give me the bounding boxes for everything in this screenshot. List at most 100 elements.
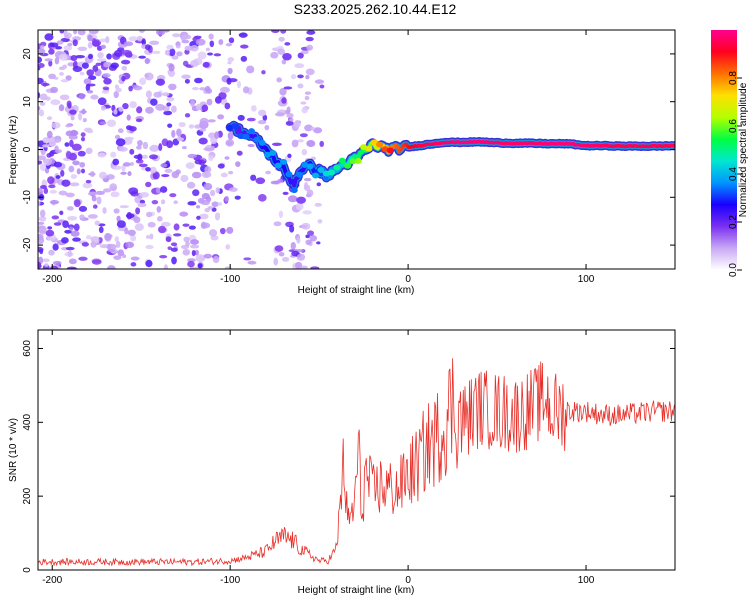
colorbar-ticks: 0.0 0.2 0.4 0.6 0.8 (728, 71, 742, 277)
noise-blob (250, 174, 257, 181)
noise-blob (276, 77, 282, 83)
noise-blob (209, 189, 216, 197)
noise-blob (262, 114, 268, 121)
noise-blob (199, 87, 207, 91)
noise-blob (205, 47, 210, 52)
noise-blob (261, 70, 266, 75)
noise-blob (300, 265, 308, 269)
noise-blob (87, 191, 98, 196)
noise-blob (271, 142, 282, 146)
noise-blob (100, 44, 106, 49)
noise-blob (195, 38, 206, 46)
noise-blob (235, 161, 241, 167)
noise-blob (96, 58, 107, 62)
noise-blob (78, 112, 83, 121)
noise-blob (48, 151, 55, 157)
noise-blob (42, 144, 50, 148)
noise-blob (305, 68, 315, 76)
noise-blob (59, 30, 65, 34)
noise-blob (38, 155, 47, 161)
noise-blob (122, 49, 132, 56)
noise-blob (82, 182, 93, 189)
noise-blob (316, 182, 322, 187)
colorbar-tick-label: 0.2 (728, 215, 739, 229)
noise-blob (130, 262, 137, 267)
noise-blob (287, 153, 292, 159)
noise-blob (118, 146, 128, 152)
noise-blob (76, 168, 81, 175)
noise-blob (86, 129, 94, 134)
noise-blob (122, 254, 127, 259)
noise-blob (281, 59, 287, 65)
noise-blob (208, 155, 214, 161)
noise-blob (73, 223, 80, 232)
noise-blob (237, 114, 245, 121)
noise-blob (62, 220, 70, 229)
noise-blob (56, 40, 64, 45)
noise-blob (190, 239, 200, 245)
noise-blob (139, 191, 150, 198)
noise-blob (246, 65, 255, 74)
noise-blob (280, 30, 287, 34)
noise-blob (128, 36, 138, 42)
noise-blob (314, 79, 325, 84)
noise-blob (136, 106, 143, 114)
ridge-blob (280, 158, 288, 165)
snr-x-label: Height of straight line (km) (298, 585, 415, 596)
noise-blob (38, 225, 46, 230)
noise-blob (225, 244, 231, 250)
noise-blob (181, 74, 191, 79)
noise-blob (136, 35, 144, 42)
noise-blob (304, 91, 312, 95)
noise-blob (67, 42, 73, 47)
noise-blob (127, 171, 132, 177)
noise-blob (107, 248, 116, 253)
ridge-blob (312, 172, 320, 179)
noise-blob (84, 57, 94, 64)
noise-blob (164, 49, 170, 56)
noise-blob (218, 39, 224, 46)
noise-blob (43, 162, 51, 166)
noise-blob (297, 74, 304, 79)
noise-blob (128, 85, 133, 92)
noise-blob (72, 160, 80, 166)
noise-blob (177, 135, 182, 142)
noise-blob (102, 207, 107, 214)
noise-blob (44, 33, 54, 41)
noise-blob (255, 177, 266, 185)
noise-blob (246, 117, 256, 122)
noise-blob (277, 178, 284, 183)
noise-blob (194, 77, 203, 84)
noise-blob (150, 98, 158, 106)
noise-blob (54, 149, 63, 154)
noise-blob (156, 205, 162, 213)
noise-blob (225, 43, 233, 47)
noise-blob (181, 39, 190, 44)
noise-blob (179, 211, 189, 217)
noise-blob (47, 226, 53, 230)
snr-y-tick-label: 200 (22, 487, 33, 504)
noise-blob (48, 184, 56, 189)
ridge-blob (296, 171, 304, 178)
noise-blob (145, 166, 151, 172)
noise-blob (128, 187, 139, 195)
noise-blob (149, 154, 159, 160)
snr-y-tick-label: 600 (22, 340, 33, 357)
noise-blob (184, 113, 191, 118)
noise-blob (316, 241, 321, 245)
noise-blob (101, 89, 110, 94)
noise-blob (58, 190, 68, 196)
spectrogram-x-tick-label: -200 (42, 274, 62, 285)
noise-blob (109, 183, 118, 191)
noise-blob (144, 57, 150, 65)
noise-blob (228, 37, 235, 44)
noise-blob (130, 234, 137, 242)
noise-blob (90, 94, 99, 100)
noise-blob (120, 59, 131, 65)
spectrogram-y-tick-label: 0 (22, 146, 33, 152)
noise-blob (202, 61, 210, 68)
noise-blob (45, 229, 55, 237)
noise-blob (65, 130, 74, 137)
noise-blob (200, 199, 210, 206)
noise-blob (158, 143, 163, 152)
